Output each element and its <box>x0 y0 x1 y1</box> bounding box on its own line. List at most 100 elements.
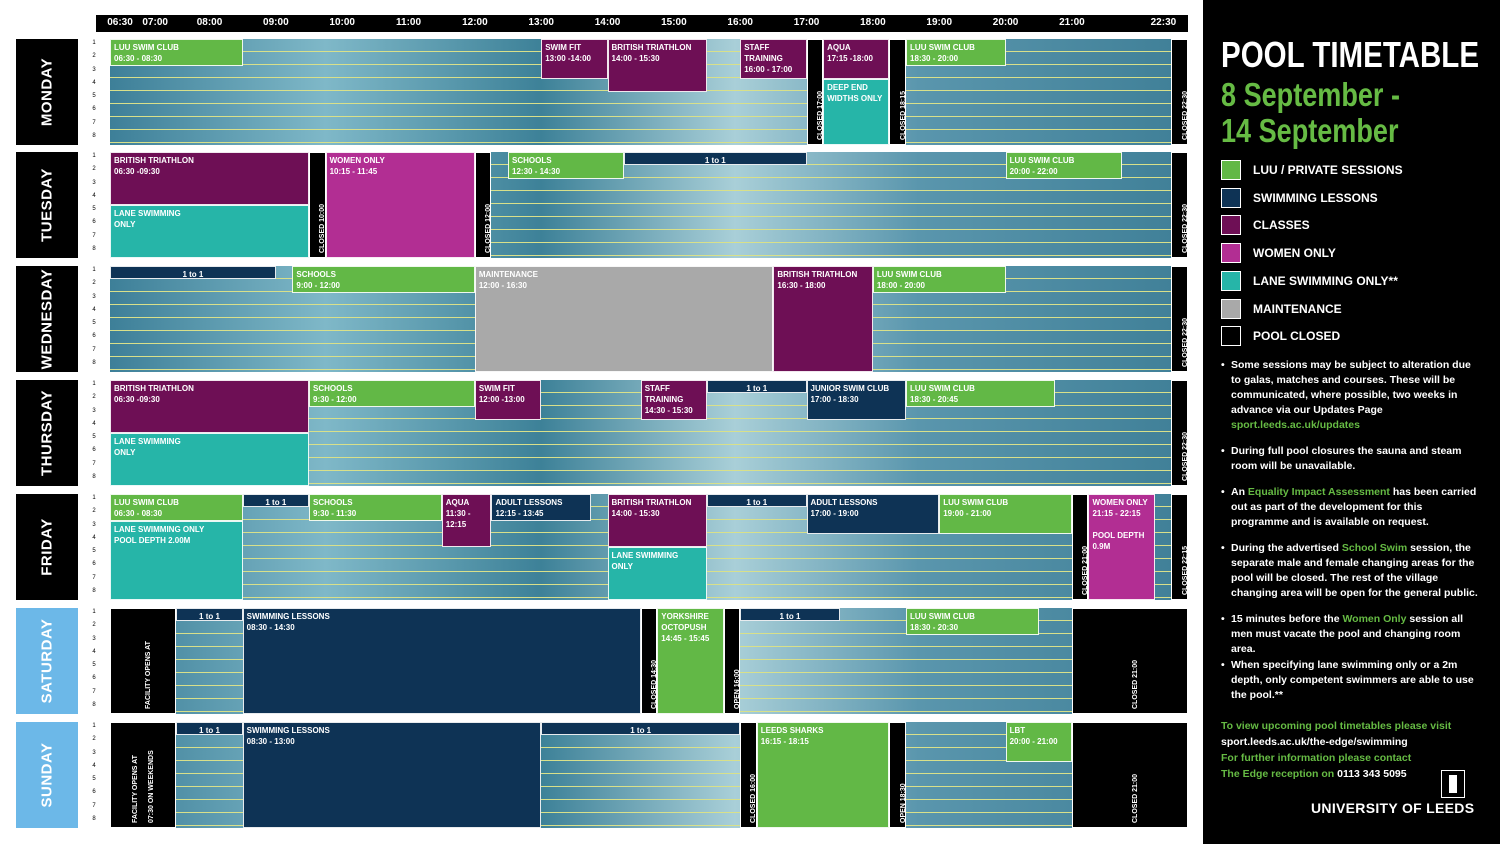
session-block-luu[interactable]: SCHOOLS 9:30 - 12:00 <box>309 380 475 407</box>
session-block-classes[interactable]: STAFF TRAINING 14:30 - 15:30 <box>640 380 708 420</box>
closure-label: CLOSED 22:30 <box>1181 90 1188 140</box>
session-block-closed[interactable]: CLOSED 22:15 <box>1171 494 1188 600</box>
lane-number: 1 <box>92 267 96 273</box>
session-block-closed[interactable]: CLOSED 10:00 <box>309 152 326 258</box>
session-block-closed[interactable]: CLOSED 22:30 <box>1171 39 1188 145</box>
session-block-lessons[interactable]: 1 to 1 <box>176 722 243 736</box>
session-block-lessons[interactable]: 1 to 1 <box>624 152 807 166</box>
session-block-maint[interactable]: MAINTENANCE 12:00 - 16:30 <box>474 266 774 372</box>
session-block-lane[interactable]: LANE SWIMMING ONLY <box>607 547 708 600</box>
session-block-classes[interactable]: BRITISH TRIATHLON 16:30 - 18:00 <box>773 266 873 372</box>
session-block-classes[interactable]: STAFF TRAINING 16:00 - 17:00 <box>740 39 807 79</box>
session-block-lessons[interactable]: SWIMMING LESSONS 08:30 - 14:30 <box>242 608 641 714</box>
lane-number: 6 <box>92 333 96 340</box>
session-block-lessons[interactable]: 1 to 1 <box>176 608 243 622</box>
session-block-luu[interactable]: LUU SWIM CLUB 06:30 - 08:30 <box>110 39 243 66</box>
session-block-lessons[interactable]: 1 to 1 <box>541 722 741 736</box>
session-block-lessons[interactable]: ADULT LESSONS 17:00 - 19:00 <box>806 494 940 534</box>
session-block-closed[interactable]: CLOSED 14:30 <box>640 608 658 714</box>
session-block-luu[interactable]: LBT 20:00 - 21:00 <box>1005 722 1072 762</box>
session-block-lessons[interactable]: SWIMMING LESSONS 08:30 - 13:00 <box>242 722 542 828</box>
session-block-classes[interactable]: BRITISH TRIATHLON 14:00 - 15:30 <box>607 494 708 547</box>
footer-line-1: To view upcoming pool timetables please … <box>1221 720 1452 732</box>
lane-numbers: 1 2 3 4 5 6 7 8 <box>82 494 106 600</box>
session-block-luu[interactable]: LUU SWIM CLUB 18:00 - 20:00 <box>872 266 1006 293</box>
session-title: SWIMMING LESSONS <box>246 612 330 621</box>
session-block-luu[interactable]: LUU SWIM CLUB 20:00 - 22:00 <box>1005 152 1122 179</box>
session-block-luu[interactable]: LEEDS SHARKS 16:15 - 18:15 <box>756 722 890 828</box>
closure-label: CLOSED 22:30 <box>1181 317 1188 367</box>
session-block-closed[interactable]: CLOSED 18:15 <box>889 39 907 145</box>
session-title: 1 to 1 <box>182 270 204 279</box>
lane-number: 7 <box>92 574 96 581</box>
session-block-closed[interactable]: CLOSED 21:00 <box>1071 608 1188 714</box>
session-block-lane[interactable]: DEEP END WIDTHS ONLY <box>823 78 890 145</box>
lane-number: 3 <box>92 66 96 73</box>
footer-link[interactable]: sport.leeds.ac.uk/the-edge/swimming <box>1221 736 1408 748</box>
session-block-lane[interactable]: LANE SWIMMING ONLY <box>110 433 309 486</box>
session-block-classes[interactable]: SWIM FIT 13:00 -14:00 <box>541 39 608 79</box>
session-block-luu[interactable]: YORKSHIRE OCTOPUSH 14:45 - 15:45 <box>657 608 724 714</box>
session-block-luu[interactable]: LUU SWIM CLUB 18:30 - 20:00 <box>906 39 1006 66</box>
session-block-luu[interactable]: LUU SWIM CLUB 18:30 - 20:30 <box>906 608 1039 635</box>
session-block-closed[interactable]: CLOSED 16:00 <box>740 722 757 828</box>
session-block-women[interactable]: WOMEN ONLY 10:15 - 11:45 <box>325 152 475 258</box>
session-block-luu[interactable]: LUU SWIM CLUB 06:30 - 08:30 <box>110 494 243 521</box>
session-block-closed[interactable]: CLOSED 21:00 <box>1071 722 1188 828</box>
session-title: SCHOOLS <box>512 156 552 165</box>
session-block-closed[interactable]: CLOSED 22:30 <box>1171 266 1188 372</box>
session-title: 1 to 1 <box>265 498 287 507</box>
time-tick: 22:30 <box>1150 17 1177 28</box>
session-block-closed[interactable]: FACILITY OPENS AT <box>110 608 177 714</box>
session-block-luu[interactable]: LUU SWIM CLUB 18:30 - 20:45 <box>906 380 1056 407</box>
session-block-lessons[interactable]: ADULT LESSONS 12:15 - 13:45 <box>491 494 591 521</box>
session-block-closed[interactable]: FACILITY OPENS AT 07:30 ON WEEKENDS <box>110 722 177 828</box>
lane-numbers: 1 2 3 4 5 6 7 8 <box>82 722 106 828</box>
session-block-classes[interactable]: BRITISH TRIATHLON 14:00 - 15:30 <box>607 39 708 92</box>
session-block-closed[interactable]: CLOSED 17:00 <box>806 39 824 145</box>
session-block-lessons[interactable]: 1 to 1 <box>110 266 276 280</box>
session-block-lane[interactable]: LANE SWIMMING ONLY <box>110 205 309 258</box>
closure-label: CLOSED 21:00 <box>1082 545 1089 595</box>
day-label-wednesday: WEDNESDAY <box>16 266 78 372</box>
session-block-lessons[interactable]: 1 to 1 <box>242 494 309 508</box>
session-block-luu[interactable]: LUU SWIM CLUB 19:00 - 21:00 <box>939 494 1072 534</box>
lane-number: 8 <box>92 815 96 822</box>
session-block-classes[interactable]: BRITISH TRIATHLON 06:30 -09:30 <box>110 380 309 433</box>
footer-line-4: The Edge reception on 0113 343 5095 <box>1221 768 1407 780</box>
lane-number: 8 <box>92 359 96 366</box>
session-title: BRITISH TRIATHLON <box>777 270 858 279</box>
session-block-classes[interactable]: BRITISH TRIATHLON 06:30 -09:30 <box>110 152 309 205</box>
session-block-classes[interactable]: AQUA 11:30 - 12:15 <box>441 494 492 547</box>
legend-label: CLASSES <box>1253 218 1310 233</box>
session-time: 17:15 -18:00 <box>827 54 873 63</box>
session-block-closed[interactable]: CLOSED 12:00 <box>474 152 492 258</box>
session-block-classes[interactable]: AQUA 17:15 -18:00 <box>823 39 890 79</box>
session-block-lessons[interactable]: JUNIOR SWIM CLUB 17:00 - 18:30 <box>806 380 907 420</box>
updates-link[interactable]: sport.leeds.ac.uk/updates <box>1231 419 1360 431</box>
session-block-lessons[interactable]: 1 to 1 <box>707 380 807 394</box>
closure-label: CLOSED 14:30 <box>650 659 658 709</box>
session-block-women[interactable]: WOMEN ONLY 21:15 - 22:15 POOL DEPTH 0.9M <box>1088 494 1155 600</box>
equality-link[interactable]: Equality Impact Assessment <box>1247 486 1390 498</box>
closure-label: CLOSED 17:00 <box>816 90 824 140</box>
session-block-luu[interactable]: SCHOOLS 12:30 - 14:30 <box>508 152 625 179</box>
session-block-classes[interactable]: SWIM FIT 12:00 -13:00 <box>474 380 542 420</box>
closure-label: CLOSED 21:00 <box>1131 659 1139 709</box>
legend-swatch <box>1221 215 1241 236</box>
session-block-closed[interactable]: OPEN 16:00 <box>723 608 741 714</box>
session-block-lessons[interactable]: 1 to 1 <box>740 608 840 622</box>
time-tick: 07:00 <box>142 17 168 28</box>
session-block-closed[interactable]: CLOSED 21:00 <box>1071 494 1089 600</box>
session-title: LUU SWIM CLUB <box>114 498 179 507</box>
session-block-lessons[interactable]: 1 to 1 <box>707 494 807 508</box>
session-time: 06:30 -09:30 <box>114 167 160 176</box>
lane-number: 6 <box>92 219 96 226</box>
session-block-luu[interactable]: SCHOOLS 9:30 - 11:30 <box>309 494 442 521</box>
session-block-closed[interactable]: OPEN 18:30 <box>889 722 907 828</box>
session-block-lane[interactable]: LANE SWIMMING ONLY POOL DEPTH 2.00M <box>110 520 243 600</box>
session-block-luu[interactable]: SCHOOLS 9:00 - 12:00 <box>292 266 475 293</box>
session-block-closed[interactable]: CLOSED 22:30 <box>1171 152 1188 258</box>
session-block-closed[interactable]: CLOSED 22:30 <box>1171 380 1188 486</box>
lane-number: 6 <box>92 789 96 796</box>
